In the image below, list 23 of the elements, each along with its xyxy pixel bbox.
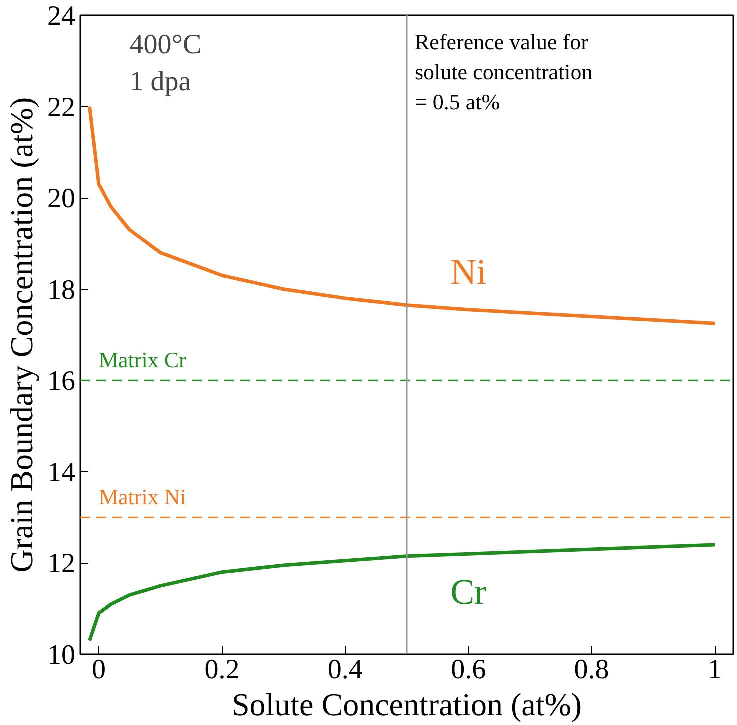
- ref-line-label: Reference value for solute concentration = 0.5 at%: [415, 30, 593, 114]
- series-label: Ni: [450, 252, 487, 292]
- y-tick-label: 18: [48, 274, 76, 306]
- y-tick-label: 14: [48, 457, 76, 488]
- x-tick-label: 0.8: [574, 654, 610, 686]
- x-axis-title: Solute Concentration (at%): [232, 686, 582, 722]
- y-tick-label: 22: [48, 92, 76, 124]
- ref-line-label: Matrix Ni: [98, 484, 186, 510]
- x-tick-label: 1: [708, 654, 722, 686]
- y-tick-label: 10: [48, 640, 76, 671]
- x-tick-label: 0.6: [451, 654, 486, 686]
- series-label: Cr: [450, 572, 487, 612]
- y-tick-label: 16: [48, 366, 76, 398]
- y-axis-title: Grain Boundary Concentration (at%): [4, 97, 40, 573]
- ref-line-label: Matrix Cr: [98, 348, 188, 373]
- x-tick-label: 0.2: [204, 654, 240, 686]
- x-tick-label: 0: [92, 654, 106, 686]
- annotation: 400°C 1 dpa: [130, 30, 202, 98]
- y-tick-label: 24: [48, 1, 76, 32]
- y-tick-label: 20: [48, 184, 76, 215]
- y-tick-label: 12: [48, 548, 76, 580]
- line-series: [88, 543, 717, 643]
- x-tick-label: 0.4: [328, 654, 363, 686]
